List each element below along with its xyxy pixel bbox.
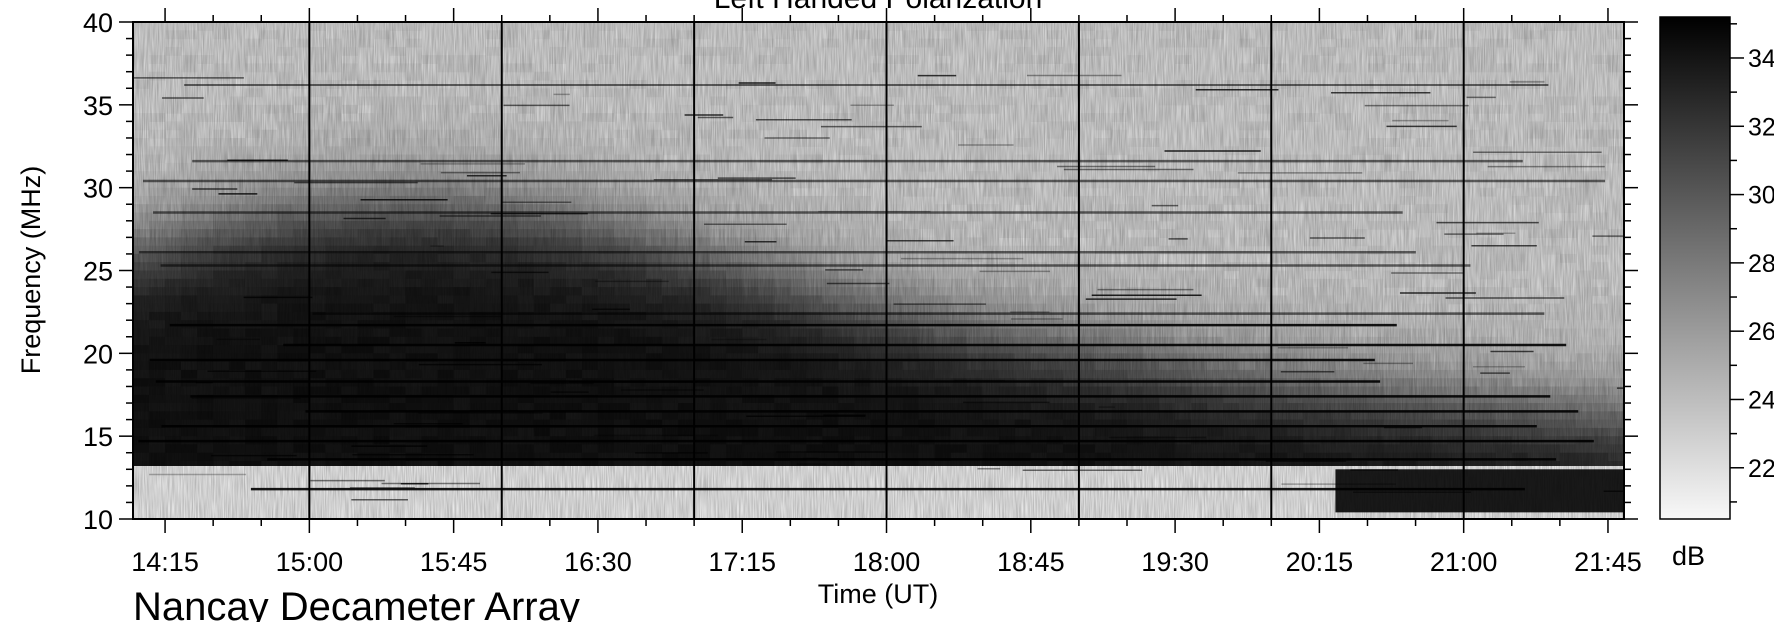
- y-tick-label: 25: [83, 257, 113, 287]
- y-tick-label: 40: [83, 8, 113, 38]
- colorbar-unit-label: dB: [1672, 541, 1705, 571]
- chart-title: Left Handed Polarization: [714, 0, 1043, 15]
- y-tick-label: 15: [83, 422, 113, 452]
- y-tick-label: 30: [83, 174, 113, 204]
- colorbar-tick-label: 34: [1748, 45, 1774, 73]
- x-tick-label: 21:45: [1574, 547, 1642, 577]
- x-tick-label: 15:45: [420, 547, 488, 577]
- noise-texture: [133, 22, 1624, 519]
- y-tick-label: 10: [83, 505, 113, 535]
- x-tick-label: 14:15: [131, 547, 199, 577]
- x-tick-label: 21:00: [1430, 547, 1498, 577]
- y-tick-label: 20: [83, 339, 113, 369]
- x-tick-label: 19:30: [1141, 547, 1209, 577]
- x-tick-label: 18:00: [853, 547, 921, 577]
- colorbar: 22 24 26 28 30 32 34: [1659, 16, 1774, 520]
- x-axis: 14:15 15:00 15:45 16:30 17:15 18:00 18:45 19:30…: [131, 8, 1642, 577]
- colorbar-tick-label: 30: [1748, 182, 1774, 210]
- y-axis: 10 15 20 25 30 35 40: [83, 8, 1638, 535]
- colorbar-tick-label: 22: [1748, 455, 1774, 483]
- x-tick-label: 20:15: [1286, 547, 1354, 577]
- x-axis-label: Time (UT): [818, 579, 938, 609]
- colorbar-tick-label: 28: [1748, 250, 1774, 278]
- x-tick-label: 16:30: [564, 547, 632, 577]
- x-tick-label: 15:00: [276, 547, 344, 577]
- colorbar-tick-label: 26: [1748, 318, 1774, 346]
- x-tick-label: 17:15: [708, 547, 776, 577]
- y-tick-label: 35: [83, 91, 113, 121]
- colorbar-tick-label: 24: [1748, 386, 1774, 414]
- y-axis-label: Frequency (MHz): [16, 166, 46, 375]
- spectrogram-plot-area: [133, 22, 1624, 519]
- x-tick-label: 18:45: [997, 547, 1065, 577]
- instrument-name: Nancay Decameter Array: [133, 585, 580, 622]
- colorbar-gradient: [1659, 16, 1731, 520]
- colorbar-tick-label: 32: [1748, 113, 1774, 141]
